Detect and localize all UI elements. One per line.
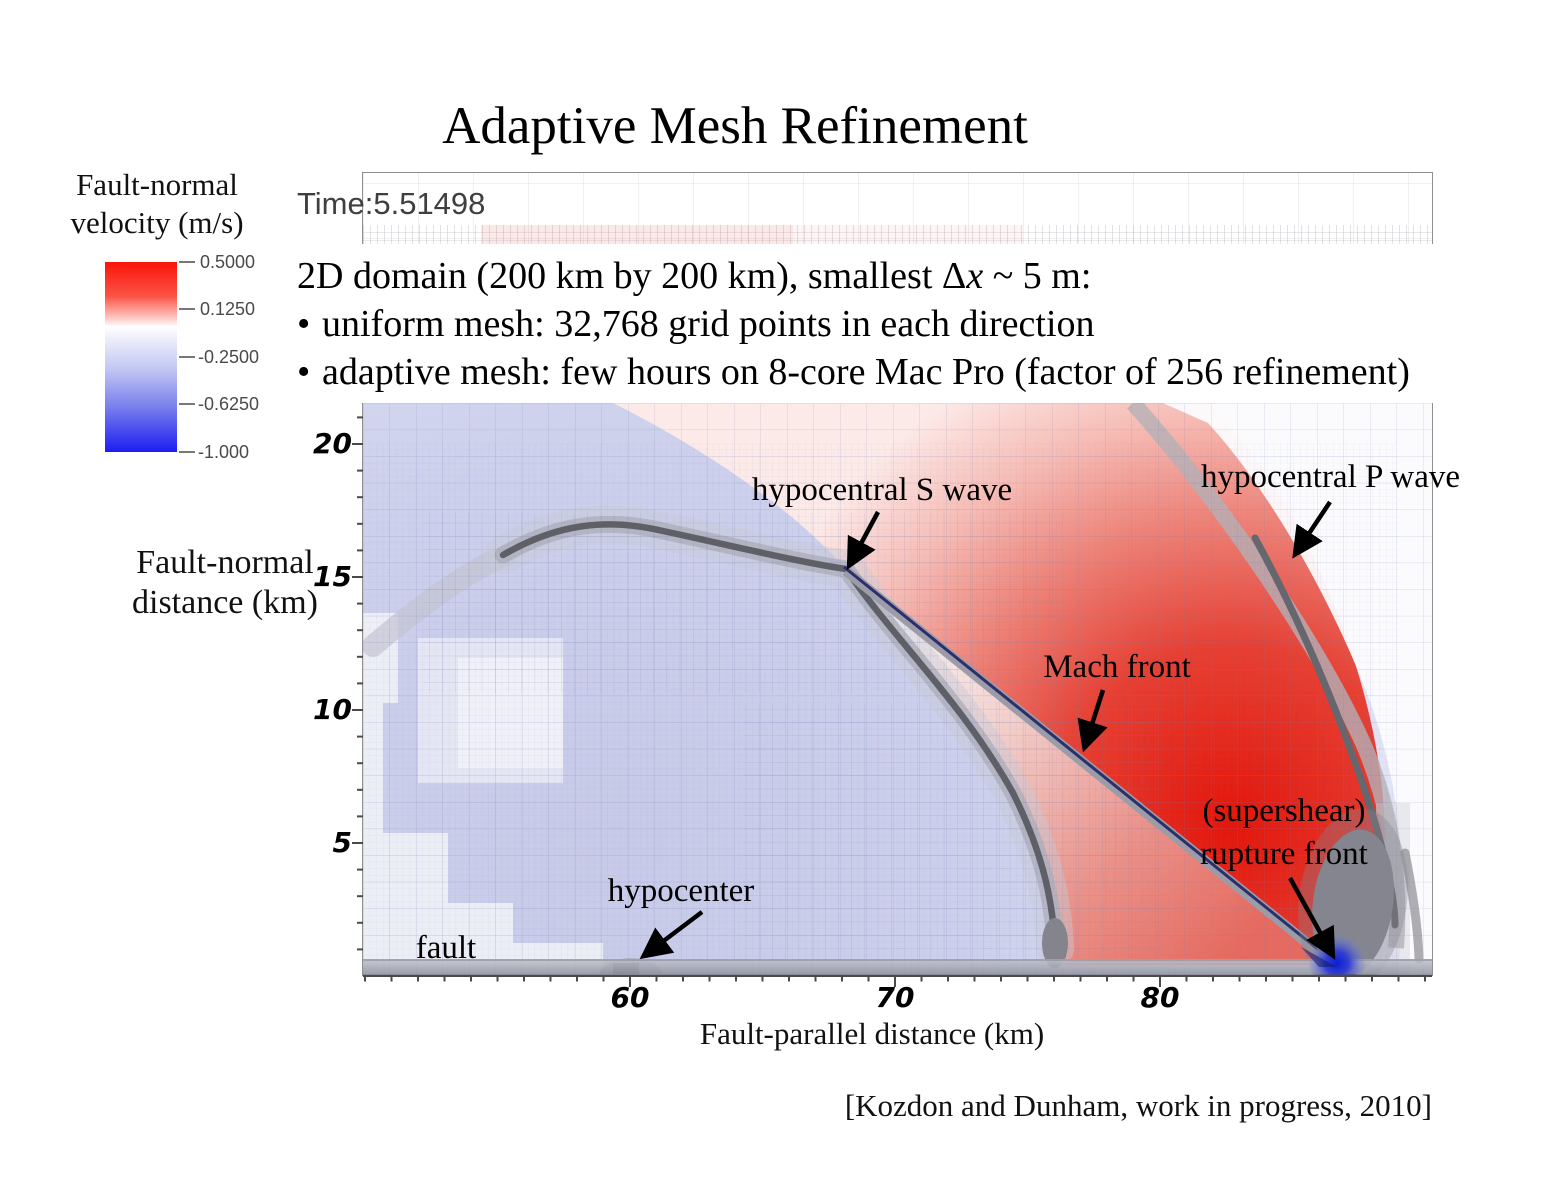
fault-label: fault [415,930,477,966]
rupture-front-arrow [1288,876,1336,960]
x-tick-label: 60 [610,981,650,1014]
notes-bullet2: • adaptive mesh: few hours on 8-core Mac … [297,348,1457,396]
notes-block: 2D domain (200 km by 200 km), smallest Δ… [297,252,1457,396]
y-axis-title: Fault-normal distance (km) [132,544,318,621]
p-wave-label: hypocentral P wave [1200,459,1461,495]
simulation-field [352,403,1432,987]
s-wave-label: hypocentral S wave [751,472,1013,508]
x-tick-label: 80 [1140,981,1180,1014]
notes-line1: 2D domain (200 km by 200 km), smallest Δ… [297,255,1092,297]
colorbar-tick-label: 0.5000 [200,252,256,272]
y-tick-label: 10 [313,693,352,726]
notes-bullet1: • uniform mesh: 32,768 grid points in eac… [297,300,1457,348]
hypocenter-arrow [639,910,704,960]
mach-front-band [842,567,1341,971]
colorbar-title-line2: velocity (m/s) [70,205,244,240]
rupture-front-label: (supershear) rupture front [1200,793,1368,872]
colorbar-tick-label: -1.000 [198,442,250,462]
trailing-wave-blob [1042,918,1068,968]
fault-band [363,959,1432,974]
s-wave-arrow [846,510,880,570]
citation: [Kozdon and Dunham, work in progress, 20… [844,1088,1432,1123]
hypocenter-label: hypocenter [607,873,755,909]
colorbar-title: Fault-normal velocity (m/s) [42,166,272,242]
colorbar-tick-mark [179,261,195,263]
y-tick-label: 5 [332,826,352,859]
annotation-arrows [639,500,1336,960]
colorbar-tick-label: 0.1250 [200,299,256,319]
colorbar-title-line1: Fault-normal [76,167,238,202]
y-tick-label: 20 [313,427,352,460]
p-wave-arrow [1292,500,1332,559]
colorbar-tick-mark [179,451,195,453]
x-axis-line [363,974,1432,977]
amr-grid-medium [743,703,1163,976]
colorbar-gradient [105,262,177,452]
mach-front-label: Mach front [1043,649,1191,685]
page-title: Adaptive Mesh Refinement [442,97,1028,155]
bullet-glyph: • [297,351,311,393]
y-tick-label: 15 [313,560,352,593]
x-tick-label: 70 [875,981,915,1014]
axis-ticks [352,416,1426,987]
colorbar-tick-mark [179,308,195,310]
fault-line [363,959,1432,961]
text-backdrop [278,244,1452,403]
x-axis-title: Fault-parallel distance (km) [699,1016,1045,1051]
mach-front-line [843,565,1336,965]
colorbar-tick-label: -0.2500 [198,347,260,367]
colorbar-tick-mark [179,403,195,405]
colorbar-tick-mark [179,356,195,358]
mach-front-arrow [1077,689,1108,753]
bullet-glyph: • [297,303,311,345]
edge-wave-front [1400,848,1424,964]
colorbar-tick-label: -0.6250 [198,394,260,414]
time-label: Time:5.51498 [297,186,486,221]
